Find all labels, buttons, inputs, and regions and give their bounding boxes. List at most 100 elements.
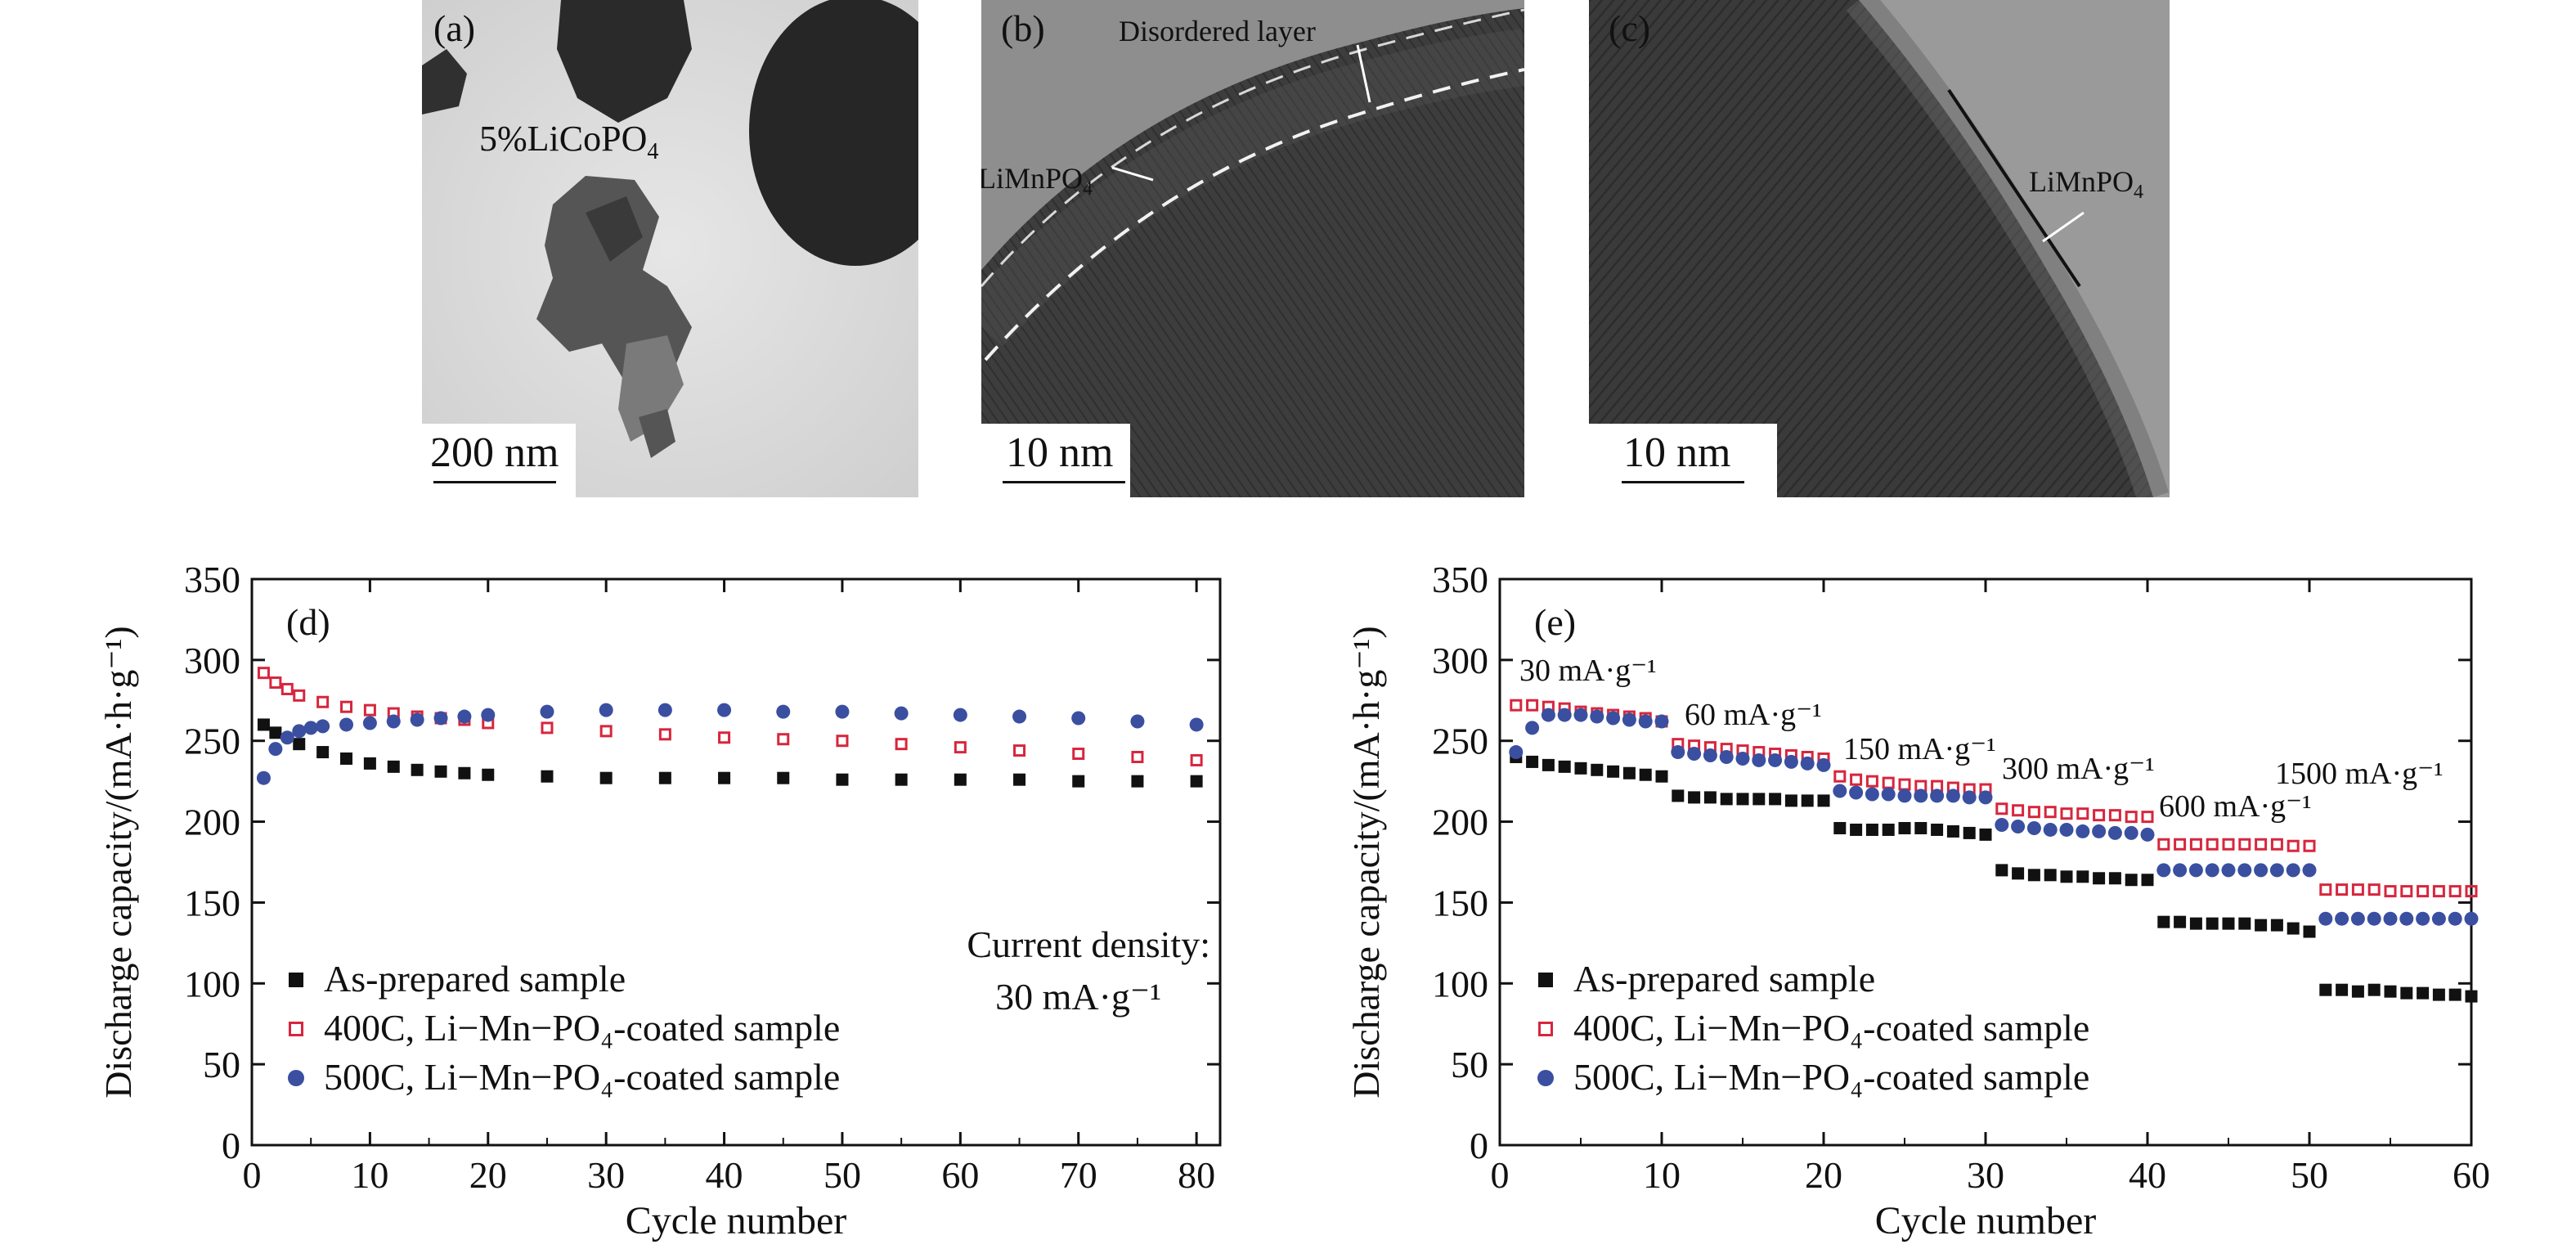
data-point xyxy=(2188,863,2203,878)
tem-micrograph-a xyxy=(422,0,918,497)
panel-label-a: (a) xyxy=(433,7,476,49)
data-point xyxy=(386,714,401,729)
data-point xyxy=(1995,864,2008,877)
data-point xyxy=(1882,823,1895,836)
data-point xyxy=(2107,825,2122,840)
legend-marker xyxy=(288,1070,304,1086)
data-point xyxy=(2384,885,2397,898)
data-point xyxy=(718,771,731,784)
data-point xyxy=(657,703,672,717)
disordered-layer-label: Disordered layer xyxy=(1119,15,1316,47)
data-point xyxy=(1752,793,1766,806)
x-tick-label: 20 xyxy=(1805,1154,1842,1196)
scale-bar-label-c: 10 nm xyxy=(1623,429,1731,476)
data-point xyxy=(269,676,282,690)
data-point xyxy=(1672,789,1685,802)
scale-bar-c xyxy=(1622,481,1744,483)
data-point xyxy=(339,717,354,732)
data-point xyxy=(1930,788,1945,803)
data-point xyxy=(256,771,271,785)
series-0 xyxy=(1510,750,2478,1003)
data-point xyxy=(2448,988,2462,1001)
data-point xyxy=(2351,985,2364,998)
data-point xyxy=(1703,748,1717,763)
data-point xyxy=(2384,985,2397,998)
data-point xyxy=(482,768,495,781)
data-point xyxy=(1735,751,1750,766)
data-point xyxy=(2303,925,2316,938)
x-tick-label: 50 xyxy=(824,1154,861,1196)
scale-box-b xyxy=(981,424,1130,497)
data-point xyxy=(954,773,967,786)
data-point xyxy=(836,773,849,786)
data-point xyxy=(1962,790,1977,805)
data-point xyxy=(2287,922,2300,935)
x-tick-label: 0 xyxy=(1491,1154,1510,1196)
data-point xyxy=(1072,775,1085,788)
data-point xyxy=(541,721,554,735)
data-point xyxy=(2318,911,2333,926)
x-tick-label: 30 xyxy=(587,1154,625,1196)
y-tick-label: 0 xyxy=(222,1125,240,1166)
data-point xyxy=(2350,911,2365,926)
data-point xyxy=(2108,872,2121,885)
data-point xyxy=(776,704,791,719)
data-point xyxy=(1914,821,1928,834)
data-point xyxy=(292,724,307,739)
data-point xyxy=(1131,775,1144,788)
x-axis-label: Cycle number xyxy=(626,1199,847,1242)
series-2 xyxy=(256,703,1204,785)
data-point xyxy=(1526,699,1539,712)
material-sub-a: 4 xyxy=(647,138,659,164)
data-point xyxy=(2351,883,2364,896)
data-point xyxy=(2189,917,2202,930)
data-point xyxy=(717,703,732,717)
data-point xyxy=(1784,754,1798,769)
data-point xyxy=(1882,776,1895,789)
limnpo4-label-b: LiMnPO4 xyxy=(981,164,1093,199)
data-point xyxy=(2222,838,2235,851)
data-point xyxy=(1013,744,1026,757)
data-point xyxy=(2108,809,2121,822)
x-tick-label: 10 xyxy=(1643,1154,1681,1196)
data-point xyxy=(458,766,471,780)
data-point xyxy=(1607,765,1620,778)
data-point xyxy=(2012,804,2025,817)
data-point xyxy=(2303,839,2316,852)
data-point xyxy=(1071,711,1086,726)
legend-entry: 400C, Li−Mn−PO₄-coated sample xyxy=(324,1007,840,1049)
data-point xyxy=(953,708,967,722)
data-point xyxy=(777,771,790,784)
data-point xyxy=(2432,988,2445,1001)
data-point xyxy=(2060,807,2073,820)
y-tick-label: 100 xyxy=(1432,963,1488,1004)
data-point xyxy=(1012,709,1027,724)
x-tick-label: 60 xyxy=(941,1154,979,1196)
data-point xyxy=(1638,714,1653,729)
data-point xyxy=(2464,911,2479,926)
data-point xyxy=(2060,870,2073,883)
y-axis-label: Discharge capacity/(mA·h·g⁻¹) xyxy=(97,626,139,1099)
rate-label: 60 mA·g⁻¹ xyxy=(1685,698,1822,732)
data-point xyxy=(2269,863,2284,878)
data-point xyxy=(2157,915,2170,928)
data-point xyxy=(2238,838,2251,851)
legend-marker xyxy=(1537,1070,1554,1086)
legend-entry: 400C, Li−Mn−PO₄-coated sample xyxy=(1573,1007,2089,1049)
data-point xyxy=(363,703,376,717)
data-point xyxy=(2432,885,2445,898)
data-point xyxy=(1189,717,1204,732)
data-point xyxy=(2026,820,2041,835)
data-point xyxy=(599,725,613,738)
data-point xyxy=(1931,823,1944,836)
data-point xyxy=(1768,753,1783,767)
data-point xyxy=(1639,768,1652,781)
legend-entry: 500C, Li−Mn−PO₄-coated sample xyxy=(324,1056,840,1098)
x-tick-label: 40 xyxy=(2129,1154,2166,1196)
data-point xyxy=(1800,756,1815,771)
data-point xyxy=(280,682,294,695)
data-point xyxy=(1849,785,1864,800)
data-point xyxy=(2156,863,2171,878)
data-point xyxy=(1703,791,1717,804)
